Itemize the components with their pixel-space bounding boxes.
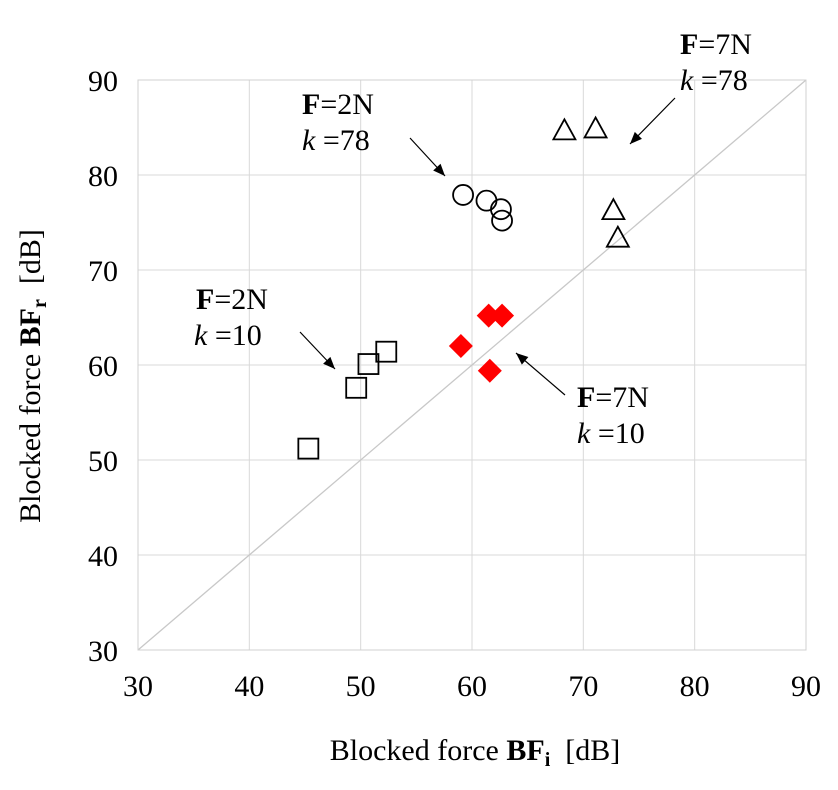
tick-labels: 30 40 50 60 70 80 90 30 40 50 60 70 80 90 bbox=[88, 65, 821, 703]
x-tick-label: 80 bbox=[680, 670, 710, 703]
data-point-square bbox=[357, 353, 380, 375]
data-point-circle bbox=[475, 189, 498, 212]
annotation-line1: =2N bbox=[214, 283, 268, 316]
annotation-f2n-k10: F=2N k =10 bbox=[194, 283, 268, 352]
data-point-square bbox=[375, 340, 398, 363]
annotation-italic-k: k bbox=[302, 124, 316, 157]
y-tick-label: 60 bbox=[88, 350, 118, 383]
x-axis-label-sub: i bbox=[545, 749, 551, 771]
y-axis-label-text: Blocked force bbox=[14, 346, 47, 523]
annotation-bold-F: F bbox=[577, 381, 595, 414]
y-axis-label: Blocked force BFr [dB] bbox=[14, 229, 51, 523]
annotation-f2n-k78: F=2N k =78 bbox=[302, 88, 374, 157]
data-point-triangle bbox=[605, 224, 631, 248]
x-tick-label: 40 bbox=[234, 670, 264, 703]
y-tick-label: 50 bbox=[88, 445, 118, 478]
data-point-diamond bbox=[476, 303, 501, 328]
y-tick-label: 30 bbox=[88, 635, 118, 668]
svg-text:k =10: k =10 bbox=[577, 417, 645, 450]
x-tick-label: 50 bbox=[346, 670, 376, 703]
data-point-triangle bbox=[583, 115, 609, 139]
y-tick-label: 40 bbox=[88, 540, 118, 573]
svg-text:k =78: k =78 bbox=[680, 64, 748, 97]
annotation-line2: =10 bbox=[207, 319, 261, 352]
annotation-arrow-head bbox=[516, 353, 529, 365]
annotation-arrow-head bbox=[630, 131, 642, 144]
annotation-line2: =78 bbox=[315, 124, 369, 157]
annotation-f7n-k10: F=7N k =10 bbox=[577, 381, 649, 450]
x-tick-label: 60 bbox=[457, 670, 487, 703]
annotation-line1: =7N bbox=[698, 28, 752, 61]
data-point-circle bbox=[491, 209, 513, 232]
y-axis-label-bold: BF bbox=[14, 308, 47, 346]
annotation-italic-k: k bbox=[577, 417, 591, 450]
data-point-square bbox=[345, 376, 368, 399]
data-point-diamond bbox=[477, 358, 502, 383]
data-point-triangle bbox=[600, 197, 626, 221]
annotation-line1: =2N bbox=[320, 88, 374, 121]
y-axis-label-sub: r bbox=[29, 299, 51, 308]
annotation-line2: =78 bbox=[693, 64, 747, 97]
annotation-bold-F: F bbox=[196, 283, 214, 316]
annotation-arrow-head bbox=[323, 356, 335, 369]
data-point-circle bbox=[452, 184, 474, 206]
plot-border bbox=[137, 79, 807, 651]
x-axis-label-bold: BF bbox=[506, 734, 544, 767]
annotation-line1: =7N bbox=[595, 381, 649, 414]
annotation-italic-k: k bbox=[680, 64, 694, 97]
data-point-diamond bbox=[448, 334, 473, 358]
y-tick-label: 90 bbox=[88, 65, 118, 98]
data-point-square bbox=[297, 437, 320, 460]
svg-text:k =10: k =10 bbox=[194, 319, 262, 352]
annotation-bold-F: F bbox=[302, 88, 320, 121]
annotation-arrows bbox=[299, 97, 676, 396]
svg-text:k =78: k =78 bbox=[302, 124, 370, 157]
x-axis-label-unit: [dB] bbox=[550, 734, 620, 767]
annotation-bold-F: F bbox=[680, 28, 698, 61]
annotation-italic-k: k bbox=[194, 319, 208, 352]
annotation-f7n-k78: F=7N k =78 bbox=[680, 28, 752, 97]
data-points bbox=[297, 115, 631, 460]
x-tick-label: 30 bbox=[123, 670, 153, 703]
y-tick-label: 70 bbox=[88, 255, 118, 288]
y-axis-label-unit: [dB] bbox=[14, 229, 47, 299]
annotation-arrow-head bbox=[433, 163, 445, 176]
data-point-circle bbox=[490, 198, 512, 221]
data-point-diamond bbox=[490, 303, 515, 328]
x-axis-label-text: Blocked force bbox=[330, 734, 507, 767]
x-tick-label: 70 bbox=[568, 670, 598, 703]
reference-line-y-equals-x bbox=[137, 79, 807, 651]
svg-text:F=2N: F=2N bbox=[302, 88, 374, 121]
svg-text:F=7N: F=7N bbox=[680, 28, 752, 61]
annotation-line2: =10 bbox=[590, 417, 644, 450]
y-tick-label: 80 bbox=[88, 160, 118, 193]
data-point-triangle bbox=[551, 117, 577, 141]
x-tick-label: 90 bbox=[791, 670, 821, 703]
x-axis-label: Blocked force BFi [dB] bbox=[330, 734, 621, 771]
svg-text:F=7N: F=7N bbox=[577, 381, 649, 414]
svg-text:F=2N: F=2N bbox=[196, 283, 268, 316]
